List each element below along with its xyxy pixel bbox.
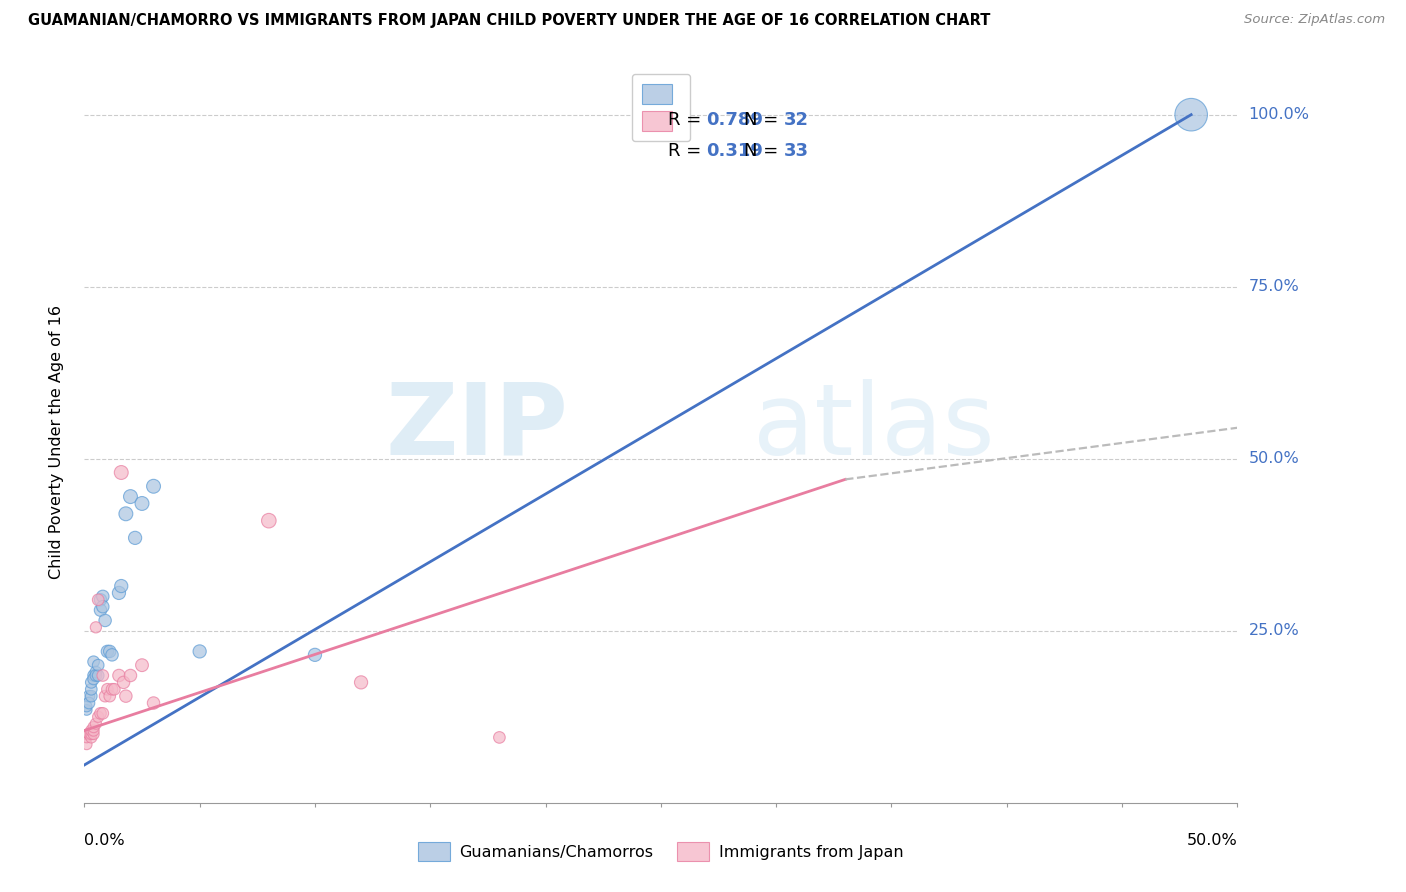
Point [110, 466, 132, 480]
Point [115, 689, 138, 703]
Point [91, 706, 114, 721]
Y-axis label: Child Poverty Under the Age of 16: Child Poverty Under the Age of 16 [49, 304, 63, 579]
Text: GUAMANIAN/CHAMORRO VS IMMIGRANTS FROM JAPAN CHILD POVERTY UNDER THE AGE OF 16 CO: GUAMANIAN/CHAMORRO VS IMMIGRANTS FROM JA… [28, 13, 990, 29]
Text: 0.0%: 0.0% [84, 833, 125, 848]
Text: R =: R = [668, 111, 707, 128]
Point [115, 507, 138, 521]
Point [142, 479, 165, 493]
Text: 100.0%: 100.0% [1249, 107, 1309, 122]
Point [101, 648, 124, 662]
Text: 50.0%: 50.0% [1187, 833, 1237, 848]
Point [89, 592, 111, 607]
Point [101, 682, 124, 697]
Point [87, 710, 110, 724]
Point [120, 668, 142, 682]
Text: Source: ZipAtlas.com: Source: ZipAtlas.com [1244, 13, 1385, 27]
Text: ZIP: ZIP [385, 378, 568, 475]
Point [83, 720, 105, 734]
Point [98, 644, 121, 658]
Point [77, 727, 100, 741]
Point [80, 727, 103, 741]
Point [131, 496, 153, 510]
Point [83, 672, 105, 686]
Point [131, 658, 153, 673]
Legend: Guamanians/Chamorros, Immigrants from Japan: Guamanians/Chamorros, Immigrants from Ja… [412, 836, 910, 867]
Point [80, 731, 103, 745]
Point [304, 648, 326, 662]
Text: 50.0%: 50.0% [1249, 451, 1299, 467]
Point [77, 727, 100, 741]
Point [80, 682, 103, 697]
Text: N =: N = [744, 142, 785, 160]
Point [80, 689, 103, 703]
Point [188, 644, 211, 658]
Point [350, 675, 373, 690]
Point [124, 531, 146, 545]
Point [76, 737, 98, 751]
Point [83, 727, 105, 741]
Text: N =: N = [744, 111, 785, 128]
Point [84, 668, 107, 682]
Point [87, 668, 110, 682]
Point [110, 579, 132, 593]
Text: 0.789: 0.789 [707, 111, 763, 128]
Point [76, 699, 98, 714]
Text: 32: 32 [785, 111, 808, 128]
Point [112, 675, 135, 690]
Point [83, 655, 105, 669]
Point [80, 675, 103, 690]
Point [77, 727, 100, 741]
Point [488, 731, 510, 745]
Point [83, 668, 105, 682]
Point [98, 689, 121, 703]
Point [91, 590, 114, 604]
Point [120, 490, 142, 504]
Point [96, 644, 118, 658]
Point [257, 514, 280, 528]
Point [91, 599, 114, 614]
Point [142, 696, 165, 710]
Text: 25.0%: 25.0% [1249, 624, 1299, 639]
Point [108, 586, 131, 600]
Point [89, 706, 111, 721]
Point [87, 658, 110, 673]
Point [84, 665, 107, 679]
Point [108, 668, 131, 682]
Point [76, 703, 98, 717]
Point [84, 716, 107, 731]
Point [1180, 108, 1202, 122]
Point [83, 723, 105, 738]
Point [76, 731, 98, 745]
Point [96, 682, 118, 697]
Point [89, 603, 111, 617]
Text: 75.0%: 75.0% [1249, 279, 1299, 294]
Text: 0.319: 0.319 [707, 142, 763, 160]
Point [80, 723, 103, 738]
Point [94, 614, 117, 628]
Text: 33: 33 [785, 142, 808, 160]
Point [84, 620, 107, 634]
Point [87, 592, 110, 607]
Point [91, 668, 114, 682]
Text: R =: R = [668, 142, 707, 160]
Point [77, 696, 100, 710]
Text: atlas: atlas [754, 378, 994, 475]
Point [103, 682, 125, 697]
Point [77, 689, 100, 703]
Point [94, 689, 117, 703]
